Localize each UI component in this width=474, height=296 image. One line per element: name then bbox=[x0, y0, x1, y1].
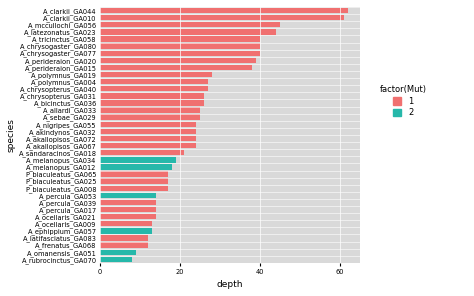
Bar bbox=[100, 8, 348, 13]
Bar bbox=[100, 235, 147, 241]
Bar bbox=[100, 228, 152, 234]
Bar bbox=[100, 22, 280, 28]
Bar bbox=[100, 193, 155, 198]
Bar bbox=[100, 207, 155, 212]
Bar bbox=[100, 143, 196, 148]
Legend: 1, 2: 1, 2 bbox=[377, 83, 429, 120]
Bar bbox=[100, 65, 252, 70]
Bar bbox=[100, 178, 168, 184]
Bar bbox=[100, 51, 260, 56]
Bar bbox=[100, 164, 172, 170]
Bar bbox=[100, 122, 196, 127]
Bar bbox=[100, 29, 276, 35]
Bar bbox=[100, 36, 260, 42]
Bar bbox=[100, 157, 176, 163]
Bar bbox=[100, 129, 196, 134]
Bar bbox=[100, 115, 200, 120]
Y-axis label: species: species bbox=[7, 118, 16, 152]
Bar bbox=[100, 72, 212, 77]
Bar bbox=[100, 93, 204, 99]
Bar bbox=[100, 150, 184, 155]
Bar bbox=[100, 242, 147, 248]
X-axis label: depth: depth bbox=[217, 280, 243, 289]
Bar bbox=[100, 58, 256, 63]
Bar bbox=[100, 86, 208, 91]
Bar bbox=[100, 250, 136, 255]
Bar bbox=[100, 100, 204, 106]
Bar bbox=[100, 200, 155, 205]
Bar bbox=[100, 186, 168, 191]
Bar bbox=[100, 214, 155, 219]
Bar bbox=[100, 171, 168, 177]
Bar bbox=[100, 44, 260, 49]
Bar bbox=[100, 136, 196, 141]
Bar bbox=[100, 221, 152, 226]
Bar bbox=[100, 257, 132, 262]
Bar bbox=[100, 15, 344, 20]
Bar bbox=[100, 79, 208, 84]
Bar bbox=[100, 107, 200, 113]
